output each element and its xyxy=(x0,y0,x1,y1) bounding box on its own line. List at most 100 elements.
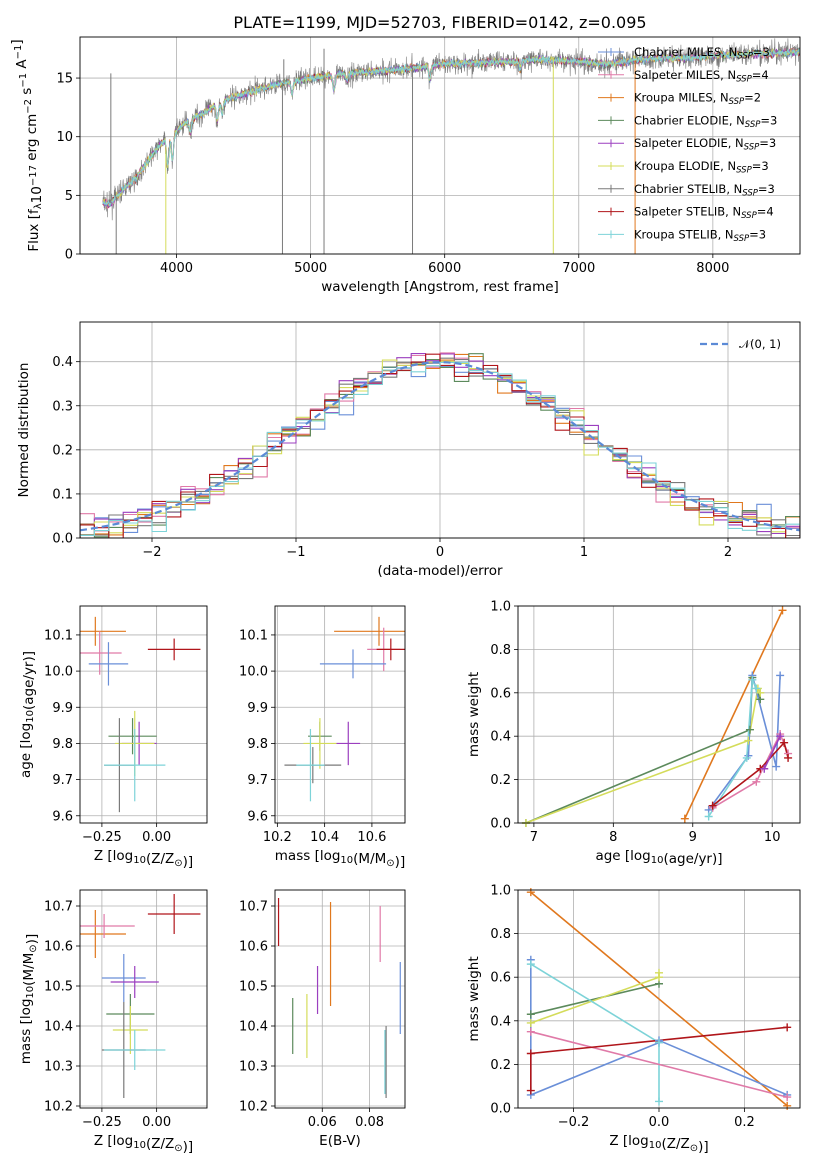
y-tick-label: 0.0 xyxy=(490,1102,511,1117)
series-marker xyxy=(783,1023,792,1032)
x-tick-label: 10.6 xyxy=(357,830,386,845)
series-marker xyxy=(680,814,689,823)
legend-sub: SSP xyxy=(729,97,745,107)
y-tick-label: 0.4 xyxy=(52,355,73,370)
series-line-kroupa-miles xyxy=(530,891,788,1107)
y-axis-label: Flux [fλ10−17 erg cm−2 s−1 A−1] xyxy=(9,39,45,251)
series-marker xyxy=(526,1018,535,1027)
y-tick-label: 10.2 xyxy=(44,1100,73,1115)
panel-weight_vs_Z: −0.2 0.0 0.2 0.0 0.2 0.4 0.6 0.8 1.0 Z [log10(Z/Z… xyxy=(466,884,801,1155)
y-tick-label: 10.7 xyxy=(44,900,73,915)
y-axis-label-part: erg cm xyxy=(24,114,40,165)
y-axis-label-sub: ⊙ xyxy=(28,944,39,952)
series-marker xyxy=(748,675,757,684)
spectrum-line-kroupa-stelib xyxy=(102,47,800,207)
series-line-kroupa-elodie xyxy=(525,686,761,823)
legend-model: Salpeter MILES, N xyxy=(634,68,736,82)
chart-title: PLATE=1199, MJD=52703, FIBERID=0142, z=0… xyxy=(233,13,646,32)
legend-model: Chabrier ELODIE, N xyxy=(634,113,745,127)
x-axis-label: Z [log10(Z/Z⊙)] xyxy=(94,1133,193,1155)
plot-area xyxy=(102,38,800,254)
series-marker xyxy=(744,736,753,745)
x-axis-label: age [log10(age/yr)] xyxy=(595,848,722,867)
y-tick-label: 5 xyxy=(65,189,73,204)
y-tick-label: 15 xyxy=(56,72,73,87)
y-axis-label-sub: 10 xyxy=(25,710,36,723)
x-axis-label-part: (data-model)/error xyxy=(377,563,503,579)
y-axis-label: Normed distribution xyxy=(16,363,32,498)
legend-sub: SSP xyxy=(742,188,758,198)
series-marker xyxy=(526,1049,535,1058)
x-tick-label: −0.25 xyxy=(82,830,122,845)
y-axis-label-part: s xyxy=(19,88,35,99)
legend-model: Kroupa ELODIE, N xyxy=(634,159,736,173)
y-axis-label-part: Normed distribution xyxy=(16,363,32,498)
x-axis-label-sub: ⊙ xyxy=(174,858,182,869)
y-tick-label: 9.6 xyxy=(52,809,73,824)
x-tick-label: 8000 xyxy=(696,261,729,276)
axes-frame xyxy=(79,36,801,255)
x-tick-label: 2 xyxy=(724,545,732,560)
x-tick-label: 5000 xyxy=(294,261,327,276)
legend-sub: SSP xyxy=(745,120,761,130)
series-line-salpeter-elodie xyxy=(763,735,781,770)
y-axis-label-sub: 10 xyxy=(25,986,36,999)
x-axis-label-part: E(B-V) xyxy=(319,1133,361,1149)
panel-age_vs_Z: −0.25 0.009.69.79.89.910.010.1Z [log10(Z/… xyxy=(18,605,208,870)
y-axis-label-part: λ xyxy=(33,203,44,209)
y-axis-label-part: A xyxy=(14,59,30,73)
y-axis-label-part: −1 xyxy=(18,73,29,88)
x-tick-label: −2 xyxy=(142,545,161,560)
series-marker xyxy=(778,606,787,615)
x-axis-label-sub: 10 xyxy=(651,855,664,866)
y-tick-label: 0.4 xyxy=(490,1014,511,1029)
y-axis-label: mass [log10(M/M⊙)] xyxy=(18,934,40,1064)
x-tick-label: 4000 xyxy=(160,261,193,276)
plot-area xyxy=(525,609,789,823)
x-tick-label: 0.00 xyxy=(142,830,171,845)
y-tick-label: 0.2 xyxy=(52,443,73,458)
series-marker xyxy=(752,777,761,786)
x-tick-label: 1 xyxy=(580,545,588,560)
y-axis-label-part: age [log xyxy=(18,723,34,778)
y-axis-label-part: −17 xyxy=(28,165,39,186)
series-marker xyxy=(526,960,535,969)
legend-sub: SSP xyxy=(741,211,757,221)
y-tick-label: 9.7 xyxy=(247,773,268,788)
x-axis-label-sub: 10 xyxy=(133,1140,146,1151)
x-axis-label-part: mass [log xyxy=(275,848,341,864)
series-marker xyxy=(708,801,717,810)
x-tick-label: 7000 xyxy=(562,261,595,276)
panel-spectrum: 4000 5000 6000 7000 8000 0 5 10 15 wavelength [An… xyxy=(9,13,801,295)
y-axis-label-part: Flux [f xyxy=(26,208,42,252)
y-tick-label: 10.5 xyxy=(239,980,268,995)
series-marker xyxy=(776,732,785,741)
legend-model: Salpeter STELIB, N xyxy=(634,205,741,219)
x-tick-label: −1 xyxy=(286,545,305,560)
y-tick-label: 10.5 xyxy=(44,980,73,995)
legend-value: =4 xyxy=(752,68,769,82)
y-tick-label: 0.6 xyxy=(490,971,511,986)
x-tick-label: 6000 xyxy=(428,261,461,276)
series-marker xyxy=(783,1093,792,1102)
x-axis-label: Z [log10(Z/Z⊙)] xyxy=(94,848,193,870)
y-tick-label: 9.9 xyxy=(247,701,268,716)
series-marker xyxy=(756,688,765,697)
series-marker xyxy=(784,753,793,762)
x-tick-label: 0.08 xyxy=(355,1115,384,1130)
x-tick-label: 10 xyxy=(764,830,781,845)
y-tick-label: 10.0 xyxy=(239,665,268,680)
x-tick-label: 0.06 xyxy=(308,1115,337,1130)
plot-area xyxy=(80,352,800,538)
legend-value: =4 xyxy=(757,205,774,219)
histogram-salpeter-stelib xyxy=(80,353,800,538)
legend-entry: Kroupa ELODIE, NSSP=3 xyxy=(634,159,769,176)
legend-value: =3 xyxy=(760,113,777,127)
legend-entry: Chabrier ELODIE, NSSP=3 xyxy=(634,113,777,129)
x-tick-label: 10.2 xyxy=(263,830,292,845)
x-axis-label-part: (age/yr)] xyxy=(663,851,722,867)
series-marker xyxy=(776,671,785,680)
x-axis-label: wavelength [Angstrom, rest frame] xyxy=(321,279,559,295)
series-line-salpeter-miles xyxy=(530,1030,788,1098)
